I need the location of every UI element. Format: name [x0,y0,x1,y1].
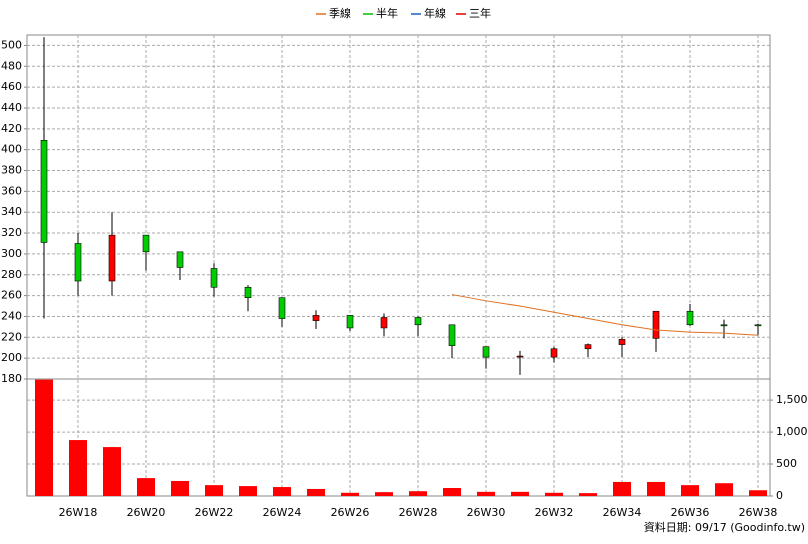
candle-body [754,324,762,327]
y-tick-label: 460 [1,80,22,93]
x-tick-label: 26W36 [671,506,710,519]
x-tick-label: 26W30 [467,506,506,519]
volume-bar [579,493,597,496]
y-tick-label: 340 [1,205,22,218]
candle-body [414,317,422,326]
volume-bar [545,492,563,496]
y-tick-label: 400 [1,143,22,156]
candle-body [210,268,218,288]
y2-tick-label: 500 [776,457,797,470]
candle-body [584,344,592,350]
volume-bar [715,483,733,496]
y-tick-label: 500 [1,38,22,51]
y-tick-label: 240 [1,309,22,322]
candle-body [618,339,626,345]
y-tick-label: 320 [1,226,22,239]
candle-body [142,234,150,253]
y-tick-label: 440 [1,101,22,114]
volume-bar [681,485,699,496]
y-tick-label: 180 [1,372,22,385]
x-tick-label: 26W34 [603,506,642,519]
candle-body [720,324,728,327]
volume-bar [171,480,189,496]
volume-bar [35,379,53,496]
y-tick-label: 480 [1,59,22,72]
candle-body [312,315,320,321]
volume-bar [239,486,257,496]
y2-tick-label: 0 [776,489,783,502]
candle-body [40,139,48,243]
x-tick-label: 26W24 [263,506,302,519]
y-tick-label: 420 [1,122,22,135]
volume-bar [749,490,767,496]
volume-bar [409,491,427,496]
volume-bar [273,487,291,496]
y-tick-label: 380 [1,164,22,177]
volume-bar [375,492,393,496]
y-tick-label: 360 [1,184,22,197]
volume-bar [69,440,87,496]
legend-label: 季線 [329,6,351,20]
x-tick-label: 26W20 [127,506,166,519]
candle-body [516,355,524,358]
y-tick-label: 200 [1,351,22,364]
candle-body [244,286,252,298]
volume-bar [511,491,529,496]
legend-label: 年線 [424,6,446,20]
volume-bar [103,447,121,496]
candle-body [108,234,116,282]
volume-bar [647,481,665,496]
x-tick-label: 26W28 [399,506,438,519]
candle-body [652,310,660,339]
legend-label: 三年 [469,6,491,20]
y-tick-label: 260 [1,289,22,302]
volume-bar [307,488,325,496]
candle-body [74,243,82,282]
y-tick-label: 280 [1,268,22,281]
volume-bar [341,492,359,496]
volume-bar [613,481,631,496]
x-tick-label: 26W32 [535,506,574,519]
footer: 資料日期: 09/17 (Goodinfo.tw) [644,520,805,534]
y2-tick-label: 1,500 [776,393,808,406]
x-tick-label: 26W38 [739,506,778,519]
candle-body [448,324,456,346]
y-tick-label: 300 [1,247,22,260]
candle-body [380,317,388,329]
candle-body [550,348,558,358]
x-tick-label: 26W22 [195,506,234,519]
candle-body [482,346,490,358]
y-tick-label: 220 [1,330,22,343]
legend-label: 半年 [376,6,398,20]
candle-body [278,297,286,319]
volume-bar [137,478,155,496]
candle-body [176,251,184,268]
volume-bar [205,485,223,496]
plot-frame [26,34,771,497]
volume-bar [477,491,495,496]
y2-tick-label: 1,000 [776,425,808,438]
ma-line [451,294,759,336]
candle-body [346,315,354,329]
x-tick-label: 26W18 [59,506,98,519]
x-tick-label: 26W26 [331,506,370,519]
candle-body [686,310,694,326]
volume-bar [443,488,461,496]
